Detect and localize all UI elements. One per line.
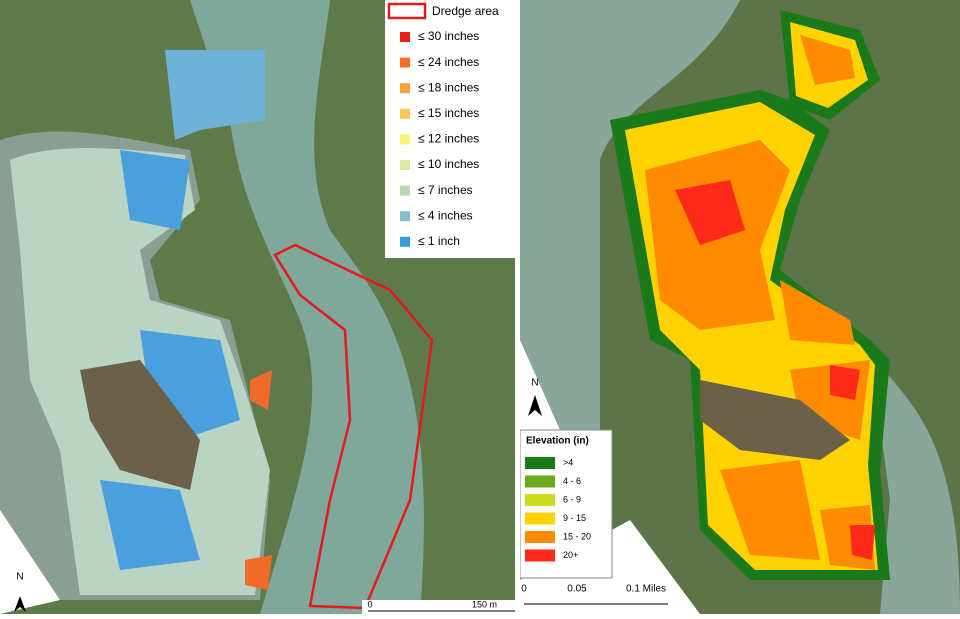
scale-label: 0 bbox=[367, 599, 372, 609]
elevation-area bbox=[645, 140, 875, 570]
legend-swatch bbox=[387, 2, 427, 20]
legend-swatch bbox=[525, 531, 555, 543]
north-label: N bbox=[16, 572, 23, 583]
scale-label: 150 m bbox=[472, 599, 497, 609]
legend-swatch bbox=[400, 32, 410, 42]
legend-label: >4 bbox=[563, 457, 573, 467]
depth-area bbox=[165, 50, 265, 140]
legend-swatch bbox=[525, 475, 555, 488]
left-map: Dredge area ≤ 30 inches ≤ 24 inches ≤ 18 in… bbox=[0, 0, 515, 614]
legend-label: ≤ 7 inches bbox=[418, 183, 473, 197]
legend-label: ≤ 12 inches bbox=[418, 132, 479, 146]
scale-label: 0.05 bbox=[567, 584, 587, 595]
legend-label: 9 - 15 bbox=[563, 513, 586, 523]
legend-label: ≤ 1 inch bbox=[418, 234, 460, 248]
legend-swatch bbox=[400, 108, 410, 119]
legend-swatch bbox=[400, 185, 410, 196]
legend-label: ≤ 4 inches bbox=[418, 208, 473, 222]
legend-swatch bbox=[525, 457, 555, 469]
legend-label: 6 - 9 bbox=[563, 494, 581, 504]
legend-swatch bbox=[400, 134, 410, 145]
north-arrow bbox=[14, 596, 26, 612]
legend-label: 4 - 6 bbox=[563, 476, 581, 486]
scale-label: 0 bbox=[521, 584, 527, 595]
legend-swatch bbox=[400, 83, 410, 94]
legend-swatch bbox=[400, 236, 410, 247]
legend-swatch bbox=[400, 160, 410, 170]
right-map: Elevation (in) >4 4 - 6 6 - 9 9 - 15 15 - 20 2… bbox=[520, 0, 960, 614]
legend-label: ≤ 18 inches bbox=[418, 80, 479, 94]
legend-swatch bbox=[400, 57, 410, 68]
dredge-area-outline bbox=[273, 243, 434, 610]
no-data bbox=[0, 510, 60, 614]
legend-label: ≤ 24 inches bbox=[418, 55, 479, 69]
legend-label: ≤ 10 inches bbox=[418, 157, 479, 171]
legend-label: ≤ 15 inches bbox=[418, 106, 479, 120]
legend-swatch bbox=[525, 512, 555, 525]
north-label: N bbox=[531, 378, 538, 389]
legend-swatch bbox=[400, 211, 410, 222]
scale-box bbox=[520, 580, 675, 614]
legend-label: ≤ 30 inches bbox=[418, 29, 479, 43]
legend-label: 15 - 20 bbox=[563, 531, 591, 541]
channel bbox=[870, 350, 960, 614]
legend-label: 20+ bbox=[563, 550, 578, 560]
marsh-island bbox=[700, 380, 850, 460]
scale-label: 0.1 Miles bbox=[626, 584, 666, 595]
divider bbox=[515, 0, 520, 614]
legend-swatch bbox=[525, 549, 555, 562]
channel bbox=[190, 0, 424, 614]
legend: Dredge area ≤ 30 inches ≤ 24 inches ≤ 18 in… bbox=[387, 2, 499, 248]
legend-label: Dredge area bbox=[432, 4, 499, 18]
elevation-area bbox=[800, 35, 855, 85]
legend: Elevation (in) >4 4 - 6 6 - 9 9 - 15 15 - 20 2… bbox=[525, 436, 591, 562]
depth-area bbox=[100, 150, 240, 570]
legend-title: Elevation (in) bbox=[526, 436, 589, 447]
marsh-island bbox=[80, 360, 200, 490]
legend-swatch bbox=[525, 494, 555, 506]
deep-spot bbox=[245, 370, 272, 590]
north-arrow bbox=[528, 395, 542, 416]
elevation-area bbox=[675, 180, 875, 560]
